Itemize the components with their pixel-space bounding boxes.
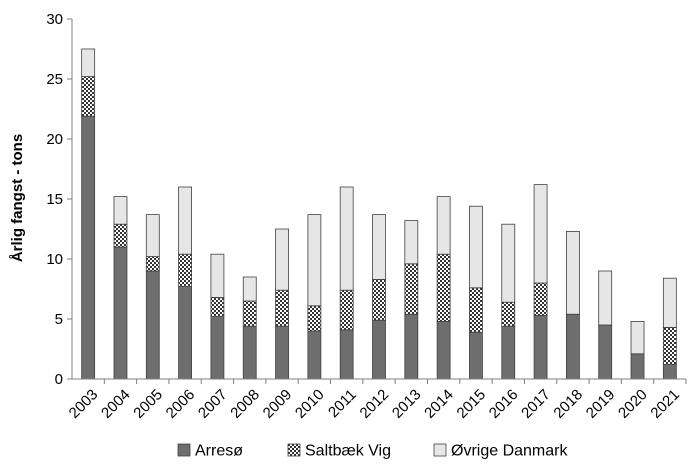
bar-segment-ovrige-danmark xyxy=(598,270,613,326)
x-tick-label: 2019 xyxy=(583,386,619,422)
bar-segment-saltbaek-vig xyxy=(275,289,289,327)
bar-segment-ovrige-danmark xyxy=(662,277,677,328)
bar-segment-arreso xyxy=(662,364,677,380)
x-tick-label: 2010 xyxy=(292,386,328,422)
y-axis-title: Årlig fangst - tons xyxy=(9,134,26,262)
legend: Arresø Saltbæk Vig Øvrige Danmark xyxy=(177,443,568,460)
bar-segment-saltbaek-vig xyxy=(533,282,548,316)
y-tick-label: 25 xyxy=(46,71,63,88)
legend-label-ovrige-danmark: Øvrige Danmark xyxy=(451,443,568,460)
x-tick-label: 2006 xyxy=(163,386,199,422)
bar-segment-arreso xyxy=(565,313,580,380)
x-tick-label: 2012 xyxy=(357,386,393,422)
bar-segment-arreso xyxy=(372,319,386,380)
x-tick-label: 2013 xyxy=(389,386,425,422)
x-tick-label: 2005 xyxy=(130,386,166,422)
bar-segment-ovrige-danmark xyxy=(372,214,386,280)
legend-swatch-arreso xyxy=(177,443,191,457)
bar-segment-arreso xyxy=(630,353,645,380)
y-tick-label: 30 xyxy=(46,11,63,28)
x-tick-label: 2014 xyxy=(421,386,457,422)
bar-segment-saltbaek-vig xyxy=(81,76,96,117)
bar-segment-saltbaek-vig xyxy=(469,287,483,333)
bar-segment-ovrige-danmark xyxy=(275,228,289,291)
bar-segment-ovrige-danmark xyxy=(404,220,419,265)
bar-segment-ovrige-danmark xyxy=(469,205,483,289)
x-tick-label: 2021 xyxy=(647,386,683,422)
bar-segment-saltbaek-vig xyxy=(178,253,193,287)
legend-label-arreso: Arresø xyxy=(195,443,243,460)
x-tick-label: 2015 xyxy=(454,386,490,422)
bar-segment-arreso xyxy=(275,325,289,380)
bar-segment-ovrige-danmark xyxy=(630,320,645,355)
bar-segment-ovrige-danmark xyxy=(178,186,193,255)
bar-segment-arreso xyxy=(81,115,96,380)
y-tick-label: 15 xyxy=(46,191,63,208)
x-tick-label: 2018 xyxy=(550,386,586,422)
x-tick-label: 2004 xyxy=(98,386,134,422)
y-tick-label: 0 xyxy=(55,371,63,388)
bar-segment-arreso xyxy=(501,325,516,380)
legend-swatch-ovrige-danmark xyxy=(433,443,447,457)
bar-segment-saltbaek-vig xyxy=(436,253,451,322)
bar-segment-arreso xyxy=(436,320,451,380)
bar-segment-arreso xyxy=(210,316,225,380)
bar-segment-ovrige-danmark xyxy=(113,196,128,225)
bar-segment-saltbaek-vig xyxy=(372,278,386,321)
bar-segment-arreso xyxy=(242,325,257,380)
bar-segment-saltbaek-vig xyxy=(210,296,225,317)
bar-segment-ovrige-danmark xyxy=(242,276,257,302)
bar-segment-ovrige-danmark xyxy=(145,214,160,258)
bar-segment-saltbaek-vig xyxy=(662,326,677,365)
bar-segment-saltbaek-vig xyxy=(307,305,322,332)
bar-segment-saltbaek-vig xyxy=(145,256,160,272)
legend-label-saltbaek-vig: Saltbæk Vig xyxy=(305,443,391,460)
bar-segment-ovrige-danmark xyxy=(307,214,322,307)
x-tick-label: 2011 xyxy=(325,386,360,421)
x-tick-label: 2017 xyxy=(518,386,554,422)
bar-segment-arreso xyxy=(178,286,193,380)
x-tick-label: 2009 xyxy=(260,386,296,422)
bar-segment-arreso xyxy=(404,313,419,380)
bar-segment-arreso xyxy=(339,329,354,380)
y-tick-label: 5 xyxy=(55,311,63,328)
bar-segment-ovrige-danmark xyxy=(210,253,225,298)
bar-segment-saltbaek-vig xyxy=(242,300,257,327)
x-tick-label: 2007 xyxy=(195,386,231,422)
bar-segment-arreso xyxy=(307,330,322,380)
bar-segment-saltbaek-vig xyxy=(501,301,516,327)
x-tick-label: 2016 xyxy=(486,386,522,422)
bar-segment-ovrige-danmark xyxy=(533,184,548,284)
legend-swatch-saltbaek-vig xyxy=(287,443,301,457)
bar-segment-ovrige-danmark xyxy=(436,196,451,255)
y-tick-label: 20 xyxy=(46,131,63,148)
bar-segment-arreso xyxy=(113,246,128,380)
bar-segment-ovrige-danmark xyxy=(565,230,580,315)
plot-area: 0 5 10 15 20 25 30 2003200420052006200720082009… xyxy=(46,11,687,422)
x-tick-label: 2003 xyxy=(66,386,102,422)
x-tick-label: 2008 xyxy=(227,386,263,422)
bar-segment-saltbaek-vig xyxy=(339,289,354,331)
bar-segment-arreso xyxy=(533,314,548,380)
x-tick-label: 2020 xyxy=(615,386,651,422)
bar-segment-arreso xyxy=(598,324,613,380)
bar-segment-ovrige-danmark xyxy=(339,186,354,291)
bar-segment-arreso xyxy=(145,270,160,380)
bar-segment-saltbaek-vig xyxy=(404,263,419,315)
bar-segment-ovrige-danmark xyxy=(501,223,516,303)
bar-segment-ovrige-danmark xyxy=(81,48,96,78)
y-tick-label: 10 xyxy=(46,251,63,268)
bar-segment-saltbaek-vig xyxy=(113,223,128,248)
bar-segment-arreso xyxy=(469,331,483,380)
